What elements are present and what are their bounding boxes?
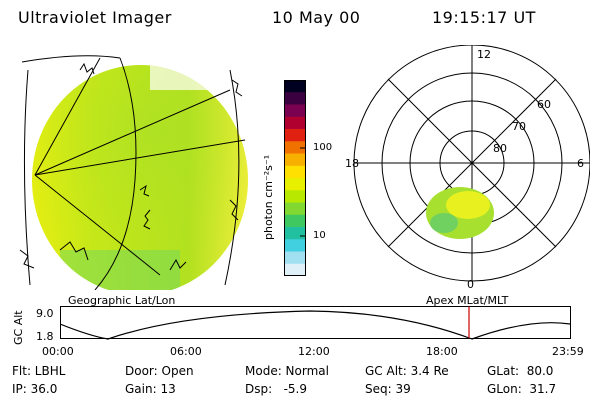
globe-emission	[32, 65, 248, 290]
colorbar-segment	[284, 104, 306, 118]
info-flt: Flt: LBHL	[12, 364, 66, 378]
x-tick-1200: 12:00	[298, 345, 330, 358]
x-tick-1800: 18:00	[426, 345, 458, 358]
colorbar-segment	[284, 214, 306, 228]
colorbar-segment	[284, 239, 306, 252]
polar-plot	[353, 45, 590, 282]
colorbar-segment	[284, 116, 306, 130]
mlt-label-0: 0	[467, 278, 474, 291]
info-mode: Mode: Normal	[245, 364, 329, 378]
colorbar-segment	[284, 92, 306, 105]
colorbar-segment	[284, 178, 306, 191]
x-tick-0600: 06:00	[170, 345, 202, 358]
mlt-label-18: 18	[345, 157, 359, 170]
geographic-image	[19, 55, 248, 290]
colorbar-segment	[284, 165, 306, 179]
instrument-title: Ultraviolet Imager	[18, 8, 172, 27]
info-dsp: Dsp: -5.9	[245, 382, 308, 396]
date-label: 10 May 00	[272, 8, 361, 27]
lat-label-70: 70	[512, 120, 526, 133]
colorbar-segment	[284, 129, 306, 142]
colorbar-segment	[284, 202, 306, 216]
mlt-label-12: 12	[477, 48, 491, 61]
colorbar-segment	[284, 80, 306, 93]
lat-label-60: 60	[537, 98, 551, 111]
coastlines	[19, 62, 243, 271]
altitude-plot	[60, 306, 571, 340]
colorbar-tick-100: 100	[313, 142, 333, 153]
colorbar-segment	[284, 263, 306, 276]
colorbar-segment	[284, 153, 306, 167]
info-seq: Seq: 39	[365, 382, 411, 396]
colorbar-tick-10: 10	[313, 230, 326, 241]
colorbar-segment	[284, 251, 306, 265]
mlt-label-6: 6	[577, 157, 584, 170]
x-tick-0000: 00:00	[42, 345, 74, 358]
altitude-ymin: 1.8	[36, 330, 54, 343]
time-label: 19:15:17 UT	[432, 8, 536, 27]
info-glon: GLon: 31.7	[487, 382, 557, 396]
geographic-label: Geographic Lat/Lon	[68, 294, 176, 307]
colorbar-segment	[284, 141, 306, 154]
colorbar-segment	[284, 227, 306, 240]
lat-label-80: 80	[493, 142, 507, 155]
altitude-ylabel: GC Alt	[12, 310, 25, 345]
altitude-curve	[60, 310, 571, 340]
colorbar-unit-label: photon cm⁻²s⁻¹	[262, 154, 275, 240]
x-tick-2359: 23:59	[552, 345, 584, 358]
altitude-ymax: 9.0	[36, 307, 54, 320]
info-ip: IP: 36.0	[12, 382, 58, 396]
altitude-frame	[60, 306, 571, 339]
apex-label: Apex MLat/MLT	[426, 294, 509, 307]
info-glat: GLat: 80.0	[487, 364, 554, 378]
info-gain: Gain: 13	[125, 382, 176, 396]
auroral-oval	[426, 187, 494, 239]
info-gcalt: GC Alt: 3.4 Re	[365, 364, 449, 378]
info-door: Door: Open	[125, 364, 194, 378]
colorbar-segment	[284, 190, 306, 203]
colorbar	[284, 80, 306, 276]
